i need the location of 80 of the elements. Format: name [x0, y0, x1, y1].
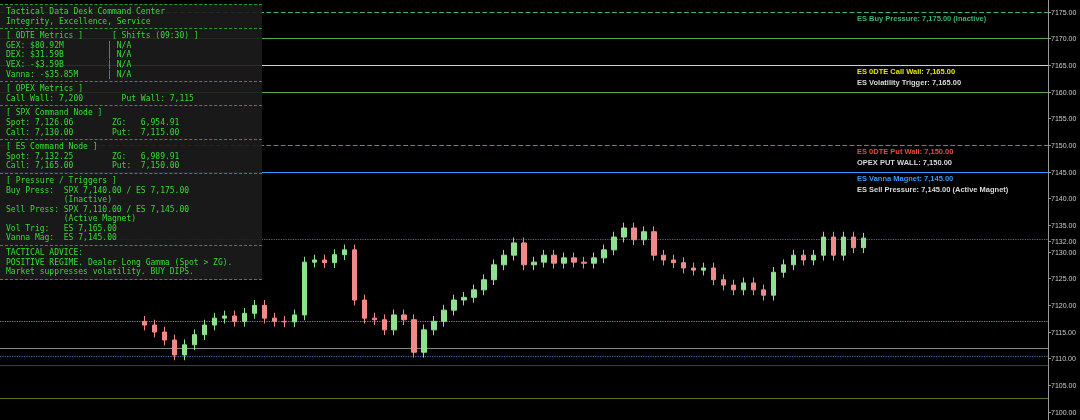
candlestick — [621, 222, 627, 243]
candlestick — [611, 231, 617, 256]
candlestick — [461, 291, 467, 306]
annotation: [ OPEX Metrics ] Call Wall: 7,200 Put Wall: 7,115 — [0, 81, 262, 106]
candlestick — [601, 244, 607, 264]
candlestick — [262, 299, 267, 324]
candlestick — [372, 312, 377, 326]
candlestick — [451, 294, 457, 316]
candlestick — [142, 315, 147, 331]
candlestick — [821, 231, 826, 262]
annotation: TACTICAL ADVICE: POSITIVE REGIME. Dealer Long Gamma (Spot > ZG). Market suppresses volatility. BUY DIPS. — [0, 245, 262, 280]
candlestick — [202, 319, 207, 341]
candlestick — [342, 244, 347, 261]
candlestick — [771, 266, 776, 302]
candlestick — [661, 249, 666, 266]
candlestick — [751, 277, 756, 296]
candlestick — [791, 249, 796, 271]
candlestick — [212, 312, 217, 331]
candlestick — [641, 225, 647, 246]
candlestick — [551, 249, 557, 270]
candlestick — [801, 249, 806, 266]
candlestick — [651, 225, 657, 262]
candlestick — [541, 249, 547, 268]
candlestick — [152, 319, 157, 338]
candlestick — [252, 299, 257, 320]
candlestick — [182, 338, 187, 361]
candlestick — [382, 313, 387, 336]
candlestick — [322, 254, 327, 269]
candlestick — [401, 309, 407, 326]
candlestick — [811, 249, 816, 266]
annotation: [ Pressure / Triggers ] Buy Press: SPX 7,140.00 / ES 7,175.00 (Inactive) Sell Press: SPX 7,110.00 / ES 7,145.00 (Active Magnet) Vol Trig: ES 7,165.00 Vanna Mag: ES 7,145.00 — [0, 172, 262, 246]
candlestick — [721, 273, 726, 291]
candlestick — [491, 258, 497, 286]
candlestick — [691, 262, 696, 276]
candlestick — [841, 231, 846, 262]
candlestick — [192, 328, 197, 351]
candlestick — [741, 277, 746, 296]
candlestick — [861, 232, 866, 254]
candlestick — [441, 304, 447, 328]
candlestick — [172, 334, 177, 361]
candlestick — [162, 326, 167, 346]
candlestick — [531, 256, 537, 271]
candlestick — [581, 256, 587, 270]
candlestick — [591, 252, 597, 270]
candlestick — [631, 222, 637, 246]
candlestick — [501, 249, 507, 271]
candlestick — [831, 231, 836, 262]
candlestick — [312, 254, 317, 268]
candlestick — [671, 254, 676, 269]
candlestick — [352, 244, 357, 306]
candlestick — [511, 237, 517, 262]
candlestick — [731, 279, 736, 296]
candlestick — [302, 256, 307, 321]
candlestick — [711, 262, 716, 286]
candlestick — [391, 309, 397, 336]
candlestick — [332, 248, 337, 269]
candlestick — [411, 313, 417, 359]
candlestick — [571, 252, 577, 268]
candlestick — [421, 324, 427, 359]
annotation: [ ES Command Node ] Spot: 7,132.25 ZG: 6,989.91 Call: 7,165.00 Put: 7,150.00 — [0, 139, 262, 173]
candlestick — [851, 231, 856, 254]
candlestick — [481, 273, 487, 296]
candlestick — [431, 315, 437, 336]
candlestick — [521, 237, 527, 271]
candlestick — [282, 315, 287, 328]
candlestick — [222, 310, 227, 324]
candlestick — [362, 294, 367, 324]
candlestick — [292, 309, 297, 328]
candlestick — [781, 258, 786, 279]
candlestick — [561, 252, 567, 270]
candlestick — [232, 310, 237, 328]
candlestick — [242, 307, 247, 328]
candlestick — [272, 312, 277, 328]
annotation: Tactical Data Desk Command Center Integrity, Excellence, Service — [0, 4, 262, 29]
candlestick — [701, 262, 706, 276]
annotation: [ SPX Command Node ] Spot: 7,126.06 ZG: 6,954.91 Call: 7,130.00 Put: 7,115.00 — [0, 105, 262, 140]
candlestick — [471, 284, 477, 304]
candlestick — [761, 284, 766, 302]
annotation: [ 0DTE Metrics ] [ Shifts (09:30) ] GEX: $80.92M | N/A DEX: $31.59B | N/A VEX: -$3.59B | N/A Vanna: -$35.85M | N/A — [0, 28, 262, 82]
candlestick — [681, 256, 686, 274]
